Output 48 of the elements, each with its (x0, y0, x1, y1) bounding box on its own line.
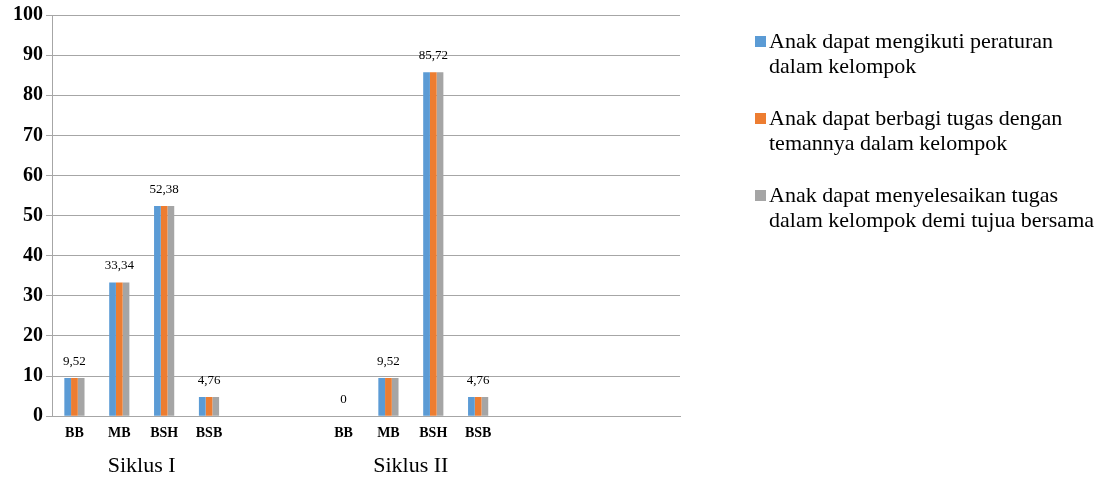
x-tick-label: BSB (464, 425, 492, 441)
text: Siklus I (107, 452, 176, 479)
y-tick-label: 60 (23, 162, 43, 185)
y-tick-label: 90 (23, 42, 43, 65)
y-tick-label: 10 (23, 363, 43, 386)
data-label: 85,72 (418, 47, 448, 63)
bar (205, 397, 213, 416)
y-tick-label: 100 (13, 2, 43, 25)
x-tick-label: BSH (150, 425, 179, 441)
data-label: 0 (340, 391, 347, 407)
x-tick-label: BSH (419, 425, 448, 441)
bar (198, 397, 206, 416)
y-tick-label: 30 (23, 283, 43, 306)
y-tick-label: 70 (23, 122, 43, 145)
y-tick-label: 0 (33, 403, 43, 426)
x-tick-label: BB (334, 425, 353, 441)
bar (212, 397, 220, 416)
data-label: 52,38 (149, 180, 179, 196)
x-tick-label: MB (108, 425, 131, 441)
text: Siklus II (373, 452, 449, 479)
y-tick-label: 80 (23, 82, 43, 105)
data-label: 33,34 (104, 257, 135, 273)
bar (109, 282, 116, 416)
data-label: 4,76 (197, 372, 221, 388)
x-tick-label: BSB (195, 425, 223, 441)
bar (115, 282, 123, 416)
y-tick-label: 40 (23, 242, 43, 265)
bar (154, 206, 161, 416)
legend-label: Anak dapat berbagi tugas dengan temannya dalam kelompok (769, 105, 1063, 155)
bar (160, 206, 168, 416)
y-tick-label: 20 (23, 323, 43, 346)
bar (423, 72, 430, 416)
bar (378, 378, 386, 416)
bar (429, 72, 437, 416)
data-label: 4,76 (466, 372, 491, 388)
legend-label: Anak dapat mengikuti peraturan dalam kelompok (769, 28, 1054, 78)
data-label: 9,52 (377, 352, 400, 368)
bar (474, 397, 482, 416)
bar (64, 378, 72, 416)
x-tick-label: BB (65, 425, 84, 441)
bar (481, 397, 489, 416)
x-tick-label: MB (377, 425, 400, 441)
legend-label: Anak dapat menyelesaikan tugas dalam kelompok demi tujua bersama (769, 182, 1095, 232)
bar (468, 397, 475, 416)
y-tick-label: 50 (23, 202, 43, 225)
bar (71, 378, 78, 416)
data-label: 9,52 (63, 352, 86, 368)
bar (385, 378, 392, 416)
